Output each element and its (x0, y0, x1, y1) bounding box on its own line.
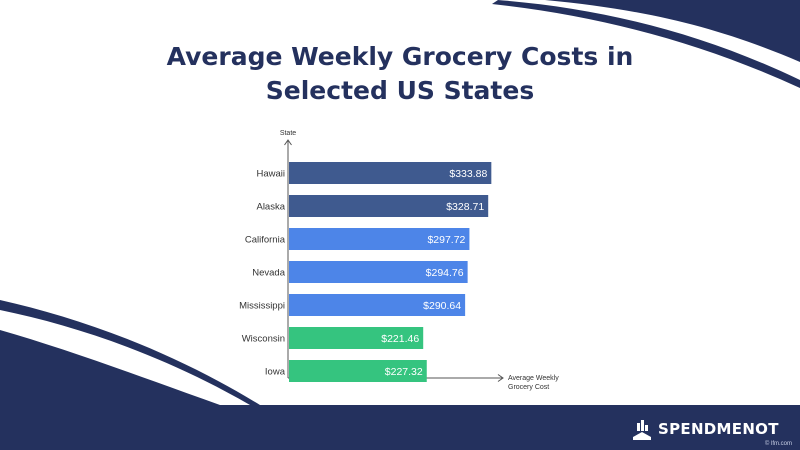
spendmenot-logo-icon (633, 420, 651, 440)
title-line-1: Average Weekly Grocery Costs in (166, 42, 634, 71)
value-label-alaska: $328.71 (446, 201, 484, 213)
brand-logo: SPENDMENOT (630, 416, 779, 442)
category-label-alaska: Alaska (256, 202, 285, 213)
left-swoosh-stripe (0, 300, 260, 405)
bar-alaska (289, 195, 489, 217)
y-axis-title: State (280, 130, 296, 137)
value-label-hawaii: $333.88 (449, 168, 487, 180)
top-right-swoosh-dark (545, 0, 800, 62)
bars: $333.88 Hawaii $328.71 Alaska $297.72 Califor… (239, 162, 492, 382)
bar-mississippi (289, 294, 466, 316)
x-axis-arrow-icon (497, 374, 504, 382)
bar-wisconsin (289, 327, 424, 349)
left-swoosh-dark (0, 330, 220, 405)
bar-nevada (289, 261, 468, 283)
watermark: © lfm.com (764, 441, 792, 447)
value-label-california: $297.72 (427, 234, 465, 246)
footer-bar (0, 405, 800, 450)
category-label-california: California (245, 235, 286, 246)
y-axis-arrow-icon (284, 139, 292, 146)
x-axis-title-line-2: Grocery Cost (508, 384, 549, 391)
value-label-nevada: $294.76 (426, 267, 464, 279)
bar-california (289, 228, 470, 250)
page-title: Average Weekly Grocery Costs in Selected… (0, 40, 800, 108)
x-axis-title-line-1: Average Weekly (508, 375, 559, 382)
category-label-wisconsin: Wisconsin (242, 334, 285, 345)
value-label-wisconsin: $221.46 (381, 333, 419, 345)
bar-iowa (289, 360, 427, 382)
value-label-iowa: $227.32 (385, 366, 423, 378)
value-label-mississippi: $290.64 (423, 300, 461, 312)
category-label-hawaii: Hawaii (256, 169, 285, 180)
category-label-nevada: Nevada (252, 268, 285, 279)
category-label-mississippi: Mississippi (239, 301, 285, 312)
brand-name: SPENDMENOT (658, 420, 779, 438)
category-label-iowa: Iowa (265, 367, 286, 378)
bar-hawaii (289, 162, 492, 184)
title-line-2: Selected US States (265, 76, 535, 105)
